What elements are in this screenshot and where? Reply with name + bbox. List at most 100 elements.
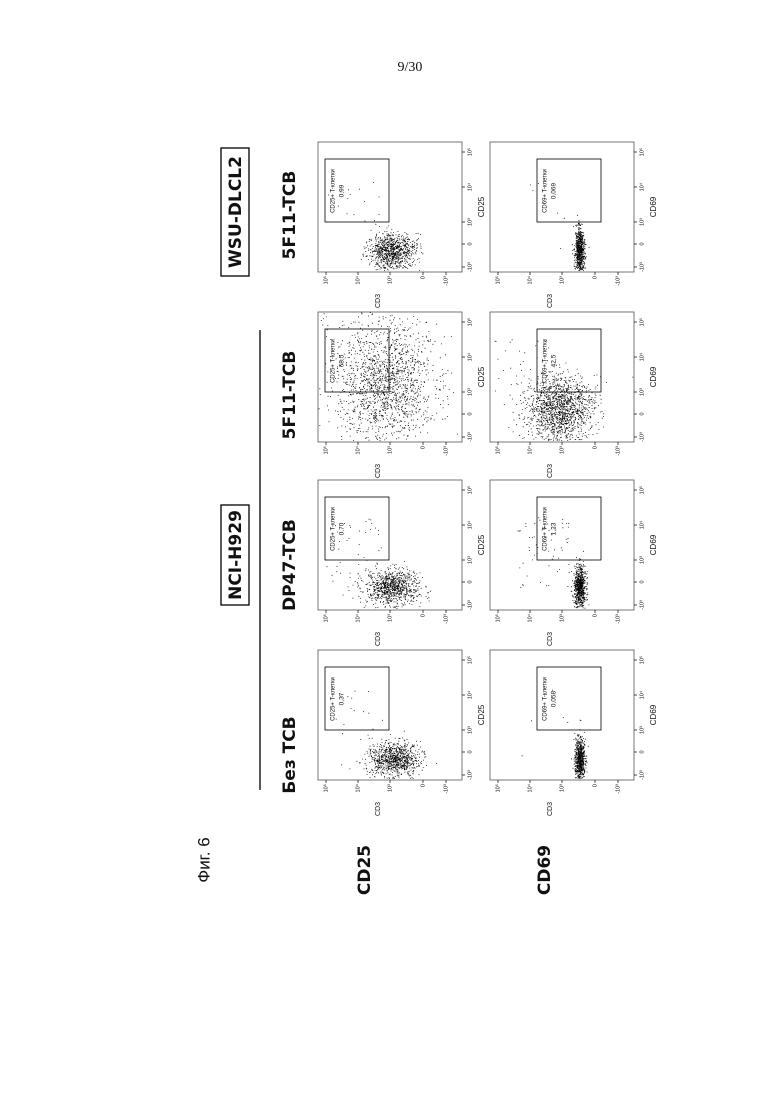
cell-scatter (319, 312, 458, 441)
flow-plot: CD69+ T-клетки1,23-10³-10³0010³10³10⁴10⁴… (490, 480, 658, 646)
y-tick-label: 10⁵ (322, 784, 329, 792)
y-tick-label: 10³ (559, 784, 565, 792)
gate-value: 0,70 (339, 522, 346, 535)
group-label: WSU-DLCL2 (226, 156, 246, 268)
y-tick-label: 10⁵ (322, 276, 329, 284)
figure-label: Фиг. 6 (194, 837, 213, 882)
flow-plot: CD25+ T-клетки0,99-10³-10³0010³10³10⁴10⁴… (318, 142, 486, 308)
page-canvas: 9/30 Фиг. 6 NCI-H929 WSU-DLCL2 Без TCBDP… (0, 0, 780, 1103)
flow-plot: CD69+ T-клетки0,069-10³-10³0010³10³10⁴10… (490, 142, 658, 308)
y-tick-label: 10³ (387, 614, 393, 622)
x-tick-label: 0 (467, 412, 473, 415)
x-tick-label: 10³ (639, 388, 645, 396)
y-tick-label: 10³ (387, 446, 393, 454)
gate-label: CD25+ T-клетки (331, 169, 337, 213)
x-tick-label: -10³ (467, 262, 473, 272)
x-tick-label: 10⁴ (638, 352, 645, 361)
x-tick-label: 10³ (467, 726, 473, 734)
gate-label: CD69+ T-клетки (543, 339, 549, 383)
flow-plot: CD25+ T-клетки0,70-10³-10³0010³10³10⁴10⁴… (318, 480, 486, 646)
gate-value: 68,5 (339, 354, 346, 367)
y-tick-label: -10³ (443, 784, 449, 794)
x-tick-label: 10³ (467, 388, 473, 396)
group-label: NCI-H929 (226, 510, 246, 600)
y-tick-label: 10⁵ (494, 446, 501, 454)
y-axis-label: CD3 (547, 294, 554, 308)
x-tick-label: 0 (639, 242, 645, 245)
y-tick-label: -10³ (615, 784, 621, 794)
y-tick-label: 10³ (559, 276, 565, 284)
x-axis-label: CD69 (649, 534, 658, 555)
row-label: CD69 (535, 845, 555, 895)
x-tick-label: 0 (639, 750, 645, 753)
y-tick-label: -10³ (615, 614, 621, 624)
x-tick-label: 0 (467, 580, 473, 583)
y-tick-label: -10³ (615, 446, 621, 456)
y-tick-label: 0 (592, 276, 598, 279)
x-tick-label: 10³ (467, 556, 473, 564)
y-tick-label: 10⁴ (526, 275, 533, 284)
gate-label: CD69+ T-клетки (543, 677, 549, 721)
x-tick-label: -10³ (639, 432, 645, 442)
plot-frame (490, 480, 634, 610)
y-tick-label: 10⁴ (526, 445, 533, 454)
x-tick-label: -10³ (639, 600, 645, 610)
x-tick-label: 10⁵ (638, 148, 645, 156)
gate-value: 0,069 (551, 182, 558, 199)
x-tick-label: 10³ (639, 556, 645, 564)
y-tick-label: 0 (592, 614, 598, 617)
x-tick-label: 10⁴ (638, 690, 645, 699)
gate-label: CD25+ T-клетки (331, 507, 337, 551)
flow-plot: CD69+ T-клетки0,058-10³-10³0010³10³10⁴10… (490, 650, 658, 816)
flow-plot: CD25+ T-клетки68,5-10³-10³0010³10³10⁴10⁴… (318, 312, 486, 478)
y-tick-label: 10⁵ (322, 614, 329, 622)
y-axis-label: CD3 (547, 802, 554, 816)
y-tick-label: 0 (420, 614, 426, 617)
x-tick-label: 10⁵ (466, 656, 473, 664)
flow-plot: CD69+ T-клетки42,5-10³-10³0010³10³10⁴10⁴… (490, 312, 658, 478)
y-tick-label: 10⁵ (494, 614, 501, 622)
x-tick-label: 10⁵ (466, 318, 473, 326)
x-tick-label: -10³ (639, 262, 645, 272)
x-tick-label: 10⁵ (638, 318, 645, 326)
x-tick-label: 10³ (467, 218, 473, 226)
gate-label: CD69+ T-клетки (543, 507, 549, 551)
x-axis-label: CD25 (477, 534, 486, 555)
x-tick-label: 10⁵ (466, 486, 473, 494)
gate-value: 0,058 (551, 690, 558, 707)
y-tick-label: 10³ (387, 276, 393, 284)
y-tick-label: -10³ (615, 276, 621, 286)
x-tick-label: 10⁴ (466, 352, 473, 361)
y-axis-label: CD3 (375, 632, 382, 646)
cell-scatter (495, 339, 633, 441)
figure: Фиг. 6 NCI-H929 WSU-DLCL2 Без TCBDP47-TC… (194, 142, 658, 895)
gate-label: CD25+ T-клетки (331, 339, 337, 383)
gate-value: 42,5 (551, 354, 558, 367)
x-axis-label: CD69 (649, 704, 658, 725)
x-tick-label: -10³ (467, 770, 473, 780)
gate-label: CD25+ T-клетки (331, 677, 337, 721)
plot-frame (318, 650, 462, 780)
plot-frame (490, 142, 634, 272)
y-tick-label: 10⁴ (354, 275, 361, 284)
y-tick-label: 10⁴ (354, 613, 361, 622)
x-axis-label: CD25 (477, 196, 486, 217)
y-axis-label: CD3 (375, 294, 382, 308)
column-label: DP47-TCB (280, 519, 300, 611)
plot-frame (318, 312, 462, 442)
page: 9/30 Фиг. 6 NCI-H929 WSU-DLCL2 Без TCBDP… (0, 0, 780, 1103)
y-tick-label: 10⁴ (526, 783, 533, 792)
page-number: 9/30 (398, 60, 423, 75)
y-tick-label: 0 (420, 446, 426, 449)
x-axis-label: CD25 (477, 704, 486, 725)
y-axis-label: CD3 (375, 464, 382, 478)
x-tick-label: 10⁵ (638, 486, 645, 494)
cell-scatter (336, 691, 436, 779)
x-tick-label: 0 (639, 412, 645, 415)
y-tick-label: 10⁴ (526, 613, 533, 622)
y-tick-label: 0 (592, 446, 598, 449)
x-tick-label: 0 (467, 750, 473, 753)
y-tick-label: 0 (592, 784, 598, 787)
x-tick-label: 10⁵ (638, 656, 645, 664)
row-label: CD25 (355, 845, 375, 895)
